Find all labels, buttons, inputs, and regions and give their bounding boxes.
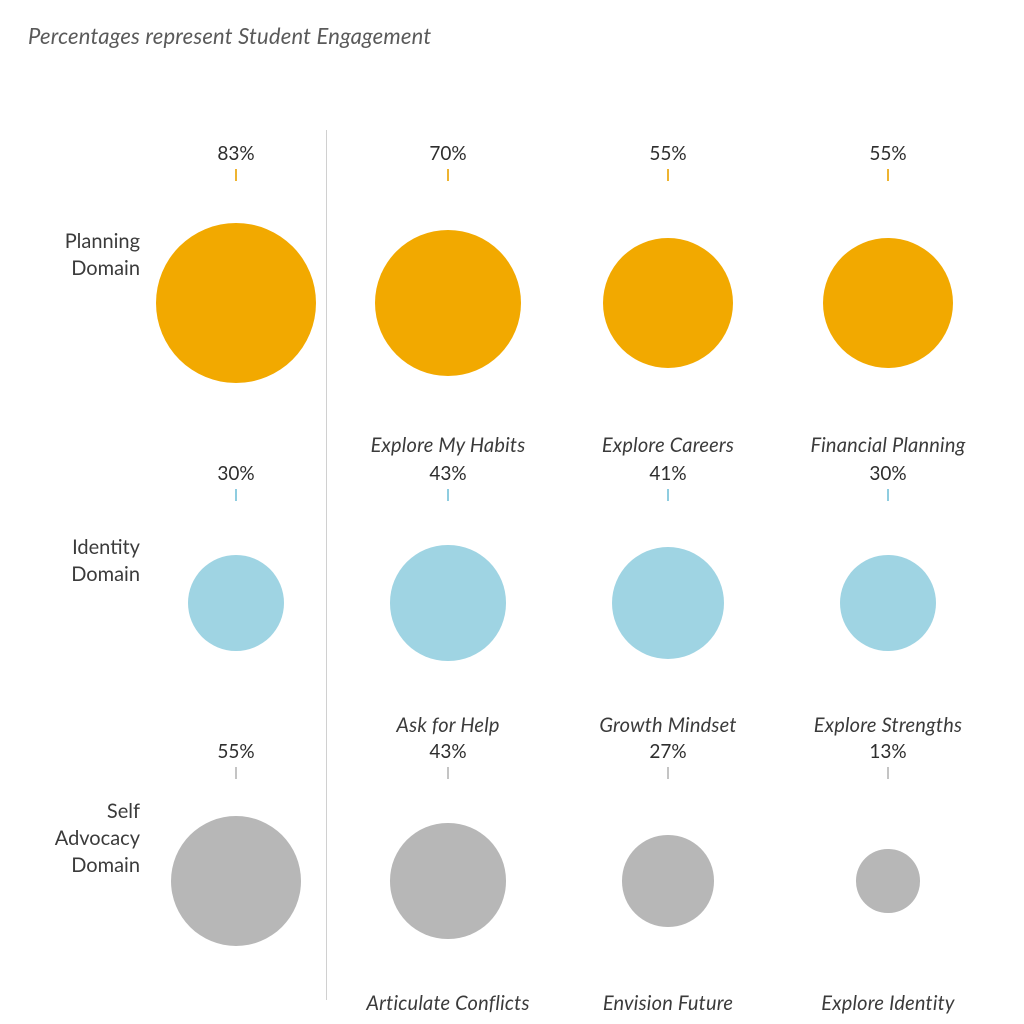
tick-mark bbox=[447, 489, 449, 501]
percent-label: 55% bbox=[568, 142, 768, 165]
item-bubble: 55% Financial Planning bbox=[788, 142, 988, 457]
circle-holder bbox=[568, 781, 768, 981]
tick-mark bbox=[887, 489, 889, 501]
circle-holder bbox=[568, 503, 768, 703]
circle bbox=[156, 223, 316, 383]
domain-bubble: 30% bbox=[136, 462, 336, 703]
item-bubble: 13% Explore Identity bbox=[788, 740, 988, 1015]
circle-holder bbox=[348, 781, 548, 981]
circle bbox=[856, 849, 919, 912]
circle bbox=[622, 835, 713, 926]
circle-holder bbox=[788, 781, 988, 981]
circle-holder bbox=[788, 503, 988, 703]
tick-mark bbox=[667, 489, 669, 501]
tick-mark bbox=[887, 169, 889, 181]
item-bubble: 30% Explore Strengths bbox=[788, 462, 988, 737]
item-label: Growth Mindset bbox=[568, 713, 768, 737]
row-label: SelfAdvocacyDomain bbox=[10, 798, 140, 879]
circle bbox=[188, 555, 284, 651]
circle-holder bbox=[788, 183, 988, 423]
circle-holder bbox=[136, 183, 336, 423]
circle bbox=[390, 545, 505, 660]
item-bubble: 43% Articulate Conflicts bbox=[348, 740, 548, 1015]
percent-label: 70% bbox=[348, 142, 548, 165]
circle bbox=[823, 238, 953, 368]
item-label: Financial Planning bbox=[788, 433, 988, 457]
item-label: Explore My Habits bbox=[348, 433, 548, 457]
circle bbox=[375, 230, 522, 377]
item-bubble: 70% Explore My Habits bbox=[348, 142, 548, 457]
circle-holder bbox=[348, 503, 548, 703]
percent-label: 30% bbox=[136, 462, 336, 485]
tick-mark bbox=[235, 767, 237, 779]
tick-mark bbox=[235, 489, 237, 501]
item-bubble: 41% Growth Mindset bbox=[568, 462, 768, 737]
tick-mark bbox=[447, 169, 449, 181]
tick-mark bbox=[447, 767, 449, 779]
percent-label: 43% bbox=[348, 740, 548, 763]
circle-holder bbox=[568, 183, 768, 423]
item-label: Explore Careers bbox=[568, 433, 768, 457]
percent-label: 13% bbox=[788, 740, 988, 763]
item-label: Explore Strengths bbox=[788, 713, 988, 737]
tick-mark bbox=[887, 767, 889, 779]
percent-label: 55% bbox=[788, 142, 988, 165]
domain-bubble: 55% bbox=[136, 740, 336, 981]
circle bbox=[840, 555, 936, 651]
item-label: Ask for Help bbox=[348, 713, 548, 737]
tick-mark bbox=[235, 169, 237, 181]
item-label: Articulate Conflicts bbox=[348, 991, 548, 1015]
chart-title: Percentages represent Student Engagement bbox=[28, 22, 431, 49]
percent-label: 27% bbox=[568, 740, 768, 763]
circle-holder bbox=[136, 781, 336, 981]
domain-bubble: 83% bbox=[136, 142, 336, 423]
percent-label: 43% bbox=[348, 462, 548, 485]
tick-mark bbox=[667, 767, 669, 779]
circle bbox=[612, 547, 724, 659]
tick-mark bbox=[667, 169, 669, 181]
item-bubble: 55% Explore Careers bbox=[568, 142, 768, 457]
circle-holder bbox=[348, 183, 548, 423]
circle-holder bbox=[136, 503, 336, 703]
percent-label: 30% bbox=[788, 462, 988, 485]
percent-label: 55% bbox=[136, 740, 336, 763]
circle bbox=[390, 823, 505, 938]
percent-label: 41% bbox=[568, 462, 768, 485]
row-label: PlanningDomain bbox=[10, 228, 140, 282]
item-bubble: 27% Envision Future bbox=[568, 740, 768, 1015]
row-label: IdentityDomain bbox=[10, 534, 140, 588]
circle bbox=[171, 816, 301, 946]
item-bubble: 43% Ask for Help bbox=[348, 462, 548, 737]
circle bbox=[603, 238, 733, 368]
item-label: Envision Future bbox=[568, 991, 768, 1015]
item-label: Explore Identity bbox=[788, 991, 988, 1015]
percent-label: 83% bbox=[136, 142, 336, 165]
